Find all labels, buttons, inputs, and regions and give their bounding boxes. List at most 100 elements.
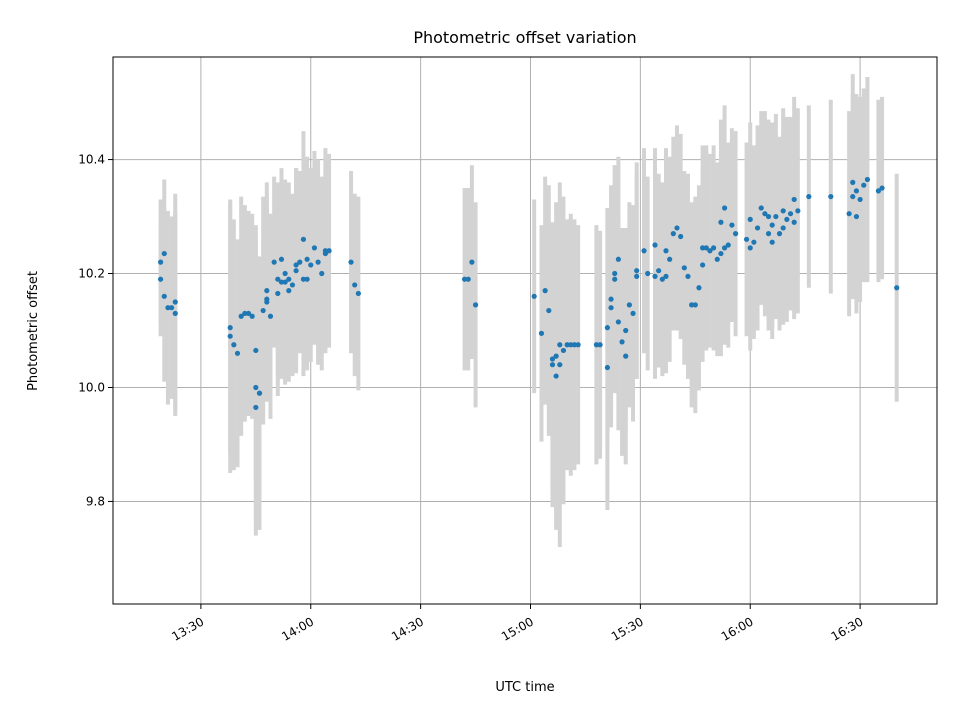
data-point: [656, 268, 662, 274]
data-point: [300, 236, 307, 242]
data-point: [879, 185, 885, 191]
data-point: [769, 222, 775, 228]
data-point: [732, 231, 739, 237]
data-point: [165, 305, 171, 311]
data-point: [469, 259, 475, 265]
data-point: [286, 288, 292, 294]
plot-frame: [112, 56, 938, 605]
data-point: [711, 245, 717, 251]
data-point: [282, 270, 288, 277]
y-tick-label: 9.8: [86, 494, 105, 508]
data-point: [253, 384, 259, 391]
data-point: [667, 256, 673, 262]
data-point: [245, 310, 252, 317]
data-point: [315, 259, 321, 265]
data-point: [791, 196, 797, 203]
y-tick-label: 10.4: [78, 153, 105, 167]
data-point: [765, 231, 772, 237]
data-point: [289, 282, 296, 288]
data-point: [571, 342, 578, 348]
data-point: [304, 276, 310, 282]
data-point: [762, 211, 768, 217]
data-point: [674, 225, 680, 231]
data-point: [743, 236, 750, 242]
data-point: [282, 279, 288, 285]
x-axis-label: UTC time: [495, 680, 554, 695]
data-point: [634, 268, 640, 274]
data-point: [604, 364, 611, 371]
data-point: [894, 285, 900, 291]
data-point: [678, 233, 684, 240]
data-point: [795, 208, 801, 214]
data-point: [293, 268, 299, 274]
data-point: [612, 276, 618, 282]
data-point: [557, 362, 563, 368]
data-point: [553, 353, 559, 359]
data-point: [352, 282, 358, 288]
data-point: [747, 245, 753, 251]
data-point: [557, 342, 563, 348]
data-point: [780, 208, 786, 214]
data-point: [158, 276, 164, 282]
data-point: [615, 256, 621, 262]
data-point: [348, 259, 354, 265]
data-point: [472, 302, 479, 308]
data-point: [689, 302, 695, 308]
data-point: [718, 250, 724, 257]
data-points: [158, 176, 900, 411]
data-point: [355, 290, 361, 297]
data-point: [227, 325, 233, 331]
data-point: [278, 279, 285, 285]
data-point: [538, 330, 545, 336]
data-point: [172, 299, 178, 305]
y-tick-label: 10.2: [78, 267, 105, 281]
data-point: [549, 362, 556, 368]
data-point: [718, 219, 724, 225]
data-point: [322, 250, 329, 257]
data-point: [275, 276, 281, 282]
data-point: [253, 347, 259, 354]
data-point: [776, 231, 783, 237]
data-point: [597, 342, 603, 348]
data-point: [707, 248, 713, 254]
data-point: [853, 213, 860, 220]
data-point: [623, 327, 629, 334]
data-point: [249, 313, 255, 319]
data-point: [242, 310, 248, 317]
data-point: [700, 262, 706, 268]
data-point: [806, 193, 812, 200]
data-point: [758, 205, 764, 211]
data-point: [725, 242, 731, 248]
data-point: [864, 176, 871, 183]
data-point: [531, 293, 537, 299]
data-point: [641, 248, 647, 254]
data-point: [326, 248, 332, 254]
data-point: [304, 256, 310, 262]
data-point: [861, 182, 867, 188]
data-point: [264, 299, 270, 305]
y-tick-label: 10.0: [78, 380, 105, 394]
data-point: [645, 270, 651, 277]
data-point: [461, 276, 468, 282]
data-point: [714, 256, 720, 262]
data-point: [700, 245, 706, 251]
data-point: [568, 342, 574, 348]
data-point: [168, 305, 175, 311]
data-point: [161, 250, 167, 257]
data-point: [593, 342, 600, 348]
data-point: [549, 356, 556, 362]
data-point: [619, 339, 625, 345]
data-point: [626, 302, 632, 308]
data-point: [546, 307, 552, 314]
data-point: [857, 196, 863, 203]
data-point: [787, 211, 794, 217]
data-point: [608, 305, 614, 311]
data-point: [828, 193, 834, 200]
data-point: [293, 262, 299, 268]
data-point: [791, 219, 797, 225]
data-point: [542, 288, 548, 294]
data-point: [773, 213, 779, 220]
data-point: [630, 310, 636, 317]
data-point: [663, 248, 669, 254]
data-point: [663, 273, 669, 279]
